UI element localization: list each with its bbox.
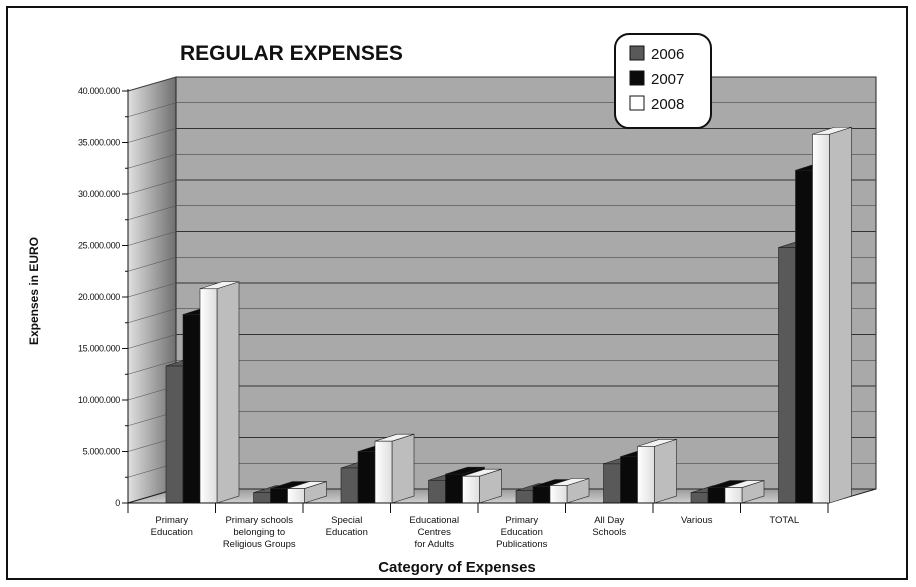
gridline-side [127, 128, 177, 143]
bar [287, 481, 327, 504]
y-axis: 0 5.000.000 10.000.000 15.000.000 20.000.000… [78, 86, 129, 508]
bar-front [428, 480, 446, 504]
y-tick-label: 30.000.000 [78, 189, 120, 199]
bar-front [620, 456, 638, 504]
y-tick-label: 20.000.000 [78, 292, 120, 302]
y-tick-label: 10.000.000 [78, 395, 120, 405]
gridline-side [127, 231, 177, 246]
chart-frame: 0 5.000.000 10.000.000 15.000.000 20.000.000… [6, 6, 908, 580]
bar [812, 126, 852, 504]
gridline-side [127, 76, 177, 92]
bar-front [795, 170, 813, 504]
x-tick-label: Various [681, 515, 713, 526]
legend-swatch [629, 45, 645, 61]
x-axis: Primary Education Primary schools belonging… [127, 502, 829, 550]
legend-label: 2008 [651, 96, 684, 113]
gridline-side [127, 179, 177, 195]
gridline-side [127, 102, 177, 118]
bar-side [829, 126, 852, 504]
bar-side [391, 433, 415, 504]
x-tick-label: Primary Education Publications [496, 515, 547, 550]
x-tick-label: All Day Schools [592, 515, 626, 538]
bar-front [445, 473, 463, 504]
bar-front [515, 490, 534, 504]
bar-front [812, 133, 830, 504]
gridline-side [127, 282, 177, 298]
bar [549, 478, 590, 504]
chart-title: REGULAR EXPENSES [180, 42, 403, 65]
bar-front [182, 314, 201, 504]
y-tick-label: 25.000.000 [78, 241, 120, 251]
legend-item: 2008 [629, 95, 684, 113]
legend-swatch [629, 70, 645, 86]
bar-front [637, 446, 655, 504]
legend-label: 2006 [651, 46, 684, 63]
y-tick-label: 5.000.000 [83, 447, 121, 457]
bar-front [690, 492, 709, 504]
bar-side [654, 438, 677, 504]
bar-front [270, 488, 288, 504]
bar-front [549, 485, 568, 504]
gridline-side [127, 153, 177, 169]
bar [724, 480, 765, 504]
y-tick-label: 35.000.000 [78, 138, 120, 148]
bar [199, 281, 240, 504]
bar-front [707, 487, 726, 504]
bar-front [253, 492, 271, 504]
bar [462, 468, 502, 504]
y-tick-label: 15.000.000 [78, 344, 120, 354]
gridline-side [127, 359, 177, 375]
bar-front [357, 451, 376, 504]
bar-front [462, 475, 480, 504]
gridlines [127, 76, 876, 478]
gridline-side [127, 256, 177, 272]
x-tick-label: Primary Education [151, 515, 193, 538]
y-tick-label: 0 [115, 498, 120, 508]
bar-front [724, 487, 743, 504]
legend: 2006 2007 2008 [614, 33, 712, 129]
bar-front [532, 486, 551, 504]
bar-front [287, 488, 305, 504]
gridline-side [127, 308, 177, 324]
y-tick-label: 40.000.000 [78, 86, 120, 96]
bar-front [199, 288, 218, 504]
x-tick-label: Special Education [326, 515, 368, 538]
legend-swatch [629, 95, 645, 111]
gridline-side [127, 334, 177, 349]
x-tick-label: Educational Centres for Adults [409, 515, 459, 550]
bar-chart: 0 5.000.000 10.000.000 15.000.000 20.000.000… [27, 33, 877, 576]
legend-item: 2007 [629, 70, 684, 88]
bar-front [165, 365, 184, 504]
plot-background [127, 76, 877, 504]
bar-front [340, 467, 359, 504]
y-axis-title: Expenses in EURO [27, 237, 41, 345]
bar-front [778, 247, 796, 504]
x-axis-title: Category of Expenses [378, 559, 536, 576]
gridline-side [127, 205, 177, 221]
bar-side [216, 281, 240, 504]
bar-front [603, 463, 621, 504]
x-tick-label: TOTAL [769, 515, 799, 526]
bar [637, 438, 677, 504]
x-tick-label: Primary schools belonging to Religious Gro… [223, 515, 296, 550]
legend-item: 2006 [629, 45, 684, 63]
legend-label: 2007 [651, 71, 684, 88]
bar [374, 433, 415, 504]
bar-front [374, 440, 393, 504]
